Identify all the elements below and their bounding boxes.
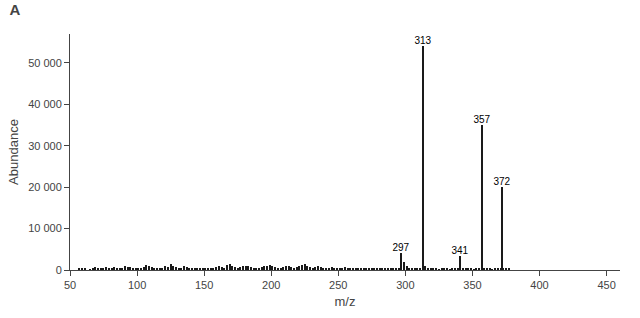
svg-text:400: 400 [530, 279, 548, 291]
svg-text:10 000: 10 000 [28, 222, 62, 234]
svg-text:m/z: m/z [335, 294, 356, 309]
svg-text:Abundance: Abundance [6, 119, 21, 185]
svg-text:30 000: 30 000 [28, 140, 62, 152]
svg-text:250: 250 [329, 279, 347, 291]
svg-text:50 000: 50 000 [28, 57, 62, 69]
svg-text:297: 297 [392, 242, 409, 253]
svg-text:50: 50 [64, 279, 76, 291]
svg-text:150: 150 [195, 279, 213, 291]
svg-text:350: 350 [463, 279, 481, 291]
svg-text:450: 450 [597, 279, 615, 291]
svg-text:A: A [10, 1, 21, 18]
svg-text:313: 313 [414, 35, 431, 46]
svg-text:20 000: 20 000 [28, 181, 62, 193]
svg-text:0: 0 [56, 264, 62, 276]
svg-text:100: 100 [128, 279, 146, 291]
svg-text:357: 357 [473, 114, 490, 125]
svg-text:200: 200 [262, 279, 280, 291]
svg-text:300: 300 [396, 279, 414, 291]
svg-text:372: 372 [493, 176, 510, 187]
svg-text:341: 341 [451, 245, 468, 256]
svg-text:40 000: 40 000 [28, 98, 62, 110]
